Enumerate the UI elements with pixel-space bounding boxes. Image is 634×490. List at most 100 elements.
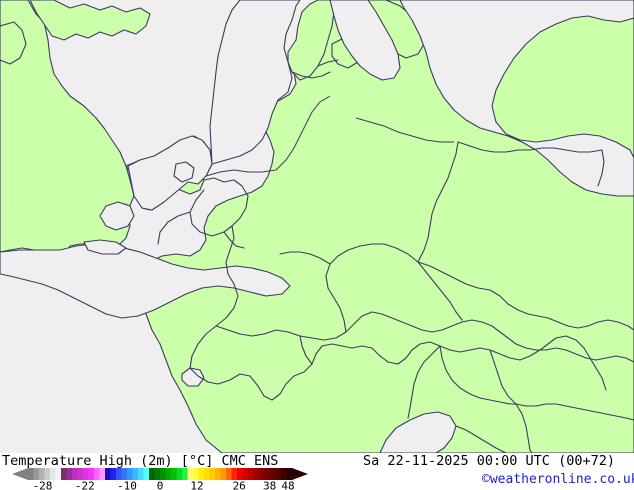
colorbar-swatch	[50, 468, 57, 480]
colorbar-swatch	[286, 468, 293, 480]
colorbar-swatch	[270, 468, 277, 480]
bristol-channel	[83, 239, 127, 255]
colorbar-swatch	[226, 468, 233, 480]
scotland-land	[29, 0, 151, 41]
colorbar-tick-label: 26	[233, 480, 246, 490]
colorbar-swatch	[231, 468, 238, 480]
ireland-fragment	[0, 21, 27, 65]
border-nl-de	[203, 177, 249, 227]
border-pl-de	[417, 141, 459, 263]
baltic-sea	[399, 0, 634, 197]
colorbar-arrow-low	[12, 468, 28, 480]
colorbar-tick-label: 48	[281, 480, 294, 490]
colorbar-swatch	[28, 468, 35, 480]
irish-sea	[99, 201, 135, 231]
colorbar-swatch	[248, 468, 255, 480]
border-at-it	[387, 335, 607, 391]
colorbar-swatch	[33, 468, 40, 480]
colorbar-swatch	[154, 468, 161, 480]
border-at-si-hu	[489, 349, 517, 405]
border-de-internal	[279, 251, 331, 265]
border-de-ch	[215, 325, 301, 337]
colorbar-swatch	[220, 468, 227, 480]
border-ch-it	[189, 343, 389, 401]
colorbar-swatch	[182, 468, 189, 480]
border-pl-sk	[507, 303, 634, 331]
colorbar-swatch	[110, 468, 117, 480]
colorbar-swatch	[44, 468, 51, 480]
colorbar-swatch	[160, 468, 167, 480]
colorbar-swatch	[88, 468, 95, 480]
colorbar-swatch	[83, 468, 90, 480]
coastline-north-sea-de	[275, 95, 331, 171]
border-fr-de	[215, 225, 239, 327]
border-cz	[325, 243, 463, 333]
ijsselmeer	[173, 161, 195, 183]
coastline-detail-group	[205, 95, 454, 177]
colorbar-swatch	[281, 468, 288, 480]
north-sea	[127, 0, 301, 211]
colorbar-tick-label: -22	[75, 480, 95, 490]
border-si-hr	[439, 345, 517, 405]
colorbar-swatch	[275, 468, 282, 480]
kattegat-sea	[329, 0, 401, 81]
colorbar-arrow-high-shape	[292, 468, 308, 480]
colorbar-swatch	[149, 468, 156, 480]
colorbar-swatch	[204, 468, 211, 480]
colorbar-swatch	[171, 468, 178, 480]
colorbar-tick-label: -28	[33, 480, 53, 490]
colorbar-tick-label: 0	[157, 480, 164, 490]
colorbar-swatch	[193, 468, 200, 480]
colorbar-swatch	[72, 468, 79, 480]
border-be	[189, 189, 233, 237]
product-title: Temperature High (2m) [°C] CMC ENS	[2, 453, 279, 469]
colorbar-tick-label: -10	[117, 480, 137, 490]
map-canvas[interactable]	[0, 0, 634, 453]
coastline-frisian	[205, 169, 277, 177]
colorbar[interactable]: -28 -22 -10 0 12 26 38 48	[0, 468, 320, 490]
border-pl-north	[457, 141, 519, 153]
colorbar-swatch	[99, 468, 106, 480]
colorbar-tick-label: 12	[190, 480, 203, 490]
colorbar-swatch	[55, 468, 62, 480]
colorbar-swatch	[116, 468, 123, 480]
sea-bodies-group	[0, 0, 634, 319]
coastline-baltic-south	[355, 117, 454, 143]
colorbar-swatch	[66, 468, 73, 480]
colorbar-swatch	[209, 468, 216, 480]
border-de-at	[299, 311, 517, 345]
colorbar-swatch	[176, 468, 183, 480]
legend-panel: Temperature High (2m) [°C] CMC ENS Sa 22…	[0, 453, 634, 490]
border-it-si	[407, 345, 441, 419]
colorbar-graphic: -28 -22 -10 0 12 26 38 48	[12, 468, 308, 490]
colorbar-swatch	[127, 468, 134, 480]
border-ch-at	[299, 335, 313, 365]
colorbar-swatch	[253, 468, 260, 480]
map-graphic	[0, 0, 634, 453]
adriatic-sea	[379, 411, 457, 453]
denmark-jutland	[287, 0, 335, 81]
colorbar-swatch	[198, 468, 205, 480]
colorbar-swatch	[187, 468, 194, 480]
border-hr	[515, 403, 533, 453]
colorbar-swatch	[264, 468, 271, 480]
colorbar-swatch	[132, 468, 139, 480]
strait-line-dk	[317, 59, 339, 67]
border-be-fr	[157, 211, 191, 245]
border-fr-lux	[223, 231, 245, 249]
colorbar-arrow-high	[292, 468, 308, 480]
colorbar-swatch	[242, 468, 249, 480]
colorbar-swatch	[259, 468, 266, 480]
colorbar-swatch	[77, 468, 84, 480]
colorbar-swatch	[39, 468, 46, 480]
colorbar-swatches	[28, 468, 293, 480]
border-kaliningrad	[517, 147, 603, 153]
colorbar-swatch	[165, 468, 172, 480]
colorbar-swatch	[61, 468, 68, 480]
colorbar-tick-label: 38	[263, 480, 276, 490]
colorbar-swatch	[215, 468, 222, 480]
border-pl-cz	[417, 261, 509, 305]
colorbar-swatch	[237, 468, 244, 480]
border-hu-south	[515, 403, 634, 421]
